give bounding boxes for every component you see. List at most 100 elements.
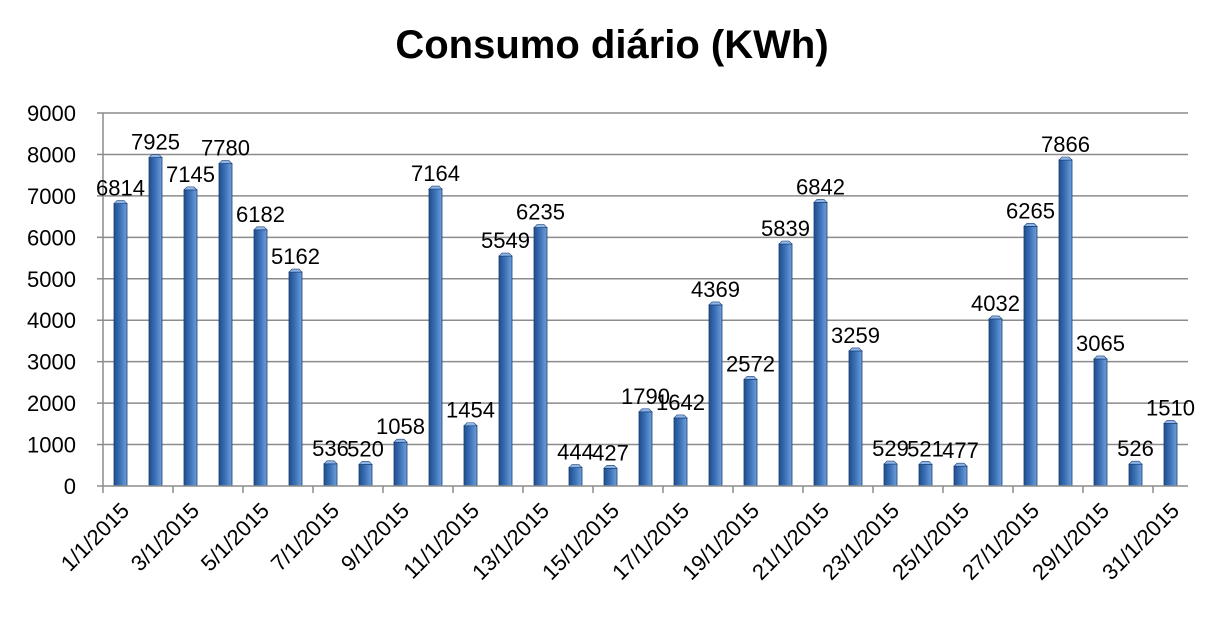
bar [1023, 225, 1038, 487]
y-tick-label: 4000 [27, 308, 76, 333]
bar-top [1128, 460, 1143, 465]
bar [113, 203, 128, 487]
data-label: 6814 [96, 176, 145, 201]
data-label: 6265 [1006, 198, 1055, 223]
y-tick-label: 6000 [27, 225, 76, 250]
data-label: 6842 [796, 174, 845, 199]
bar [533, 227, 548, 487]
data-label: 2572 [726, 351, 775, 376]
data-label: 7145 [166, 162, 215, 187]
bar [638, 411, 653, 487]
bar-top [288, 268, 303, 273]
data-label: 3259 [831, 323, 880, 348]
bar-top [323, 460, 338, 465]
x-tick-label: 3/1/2015 [126, 498, 204, 576]
data-label: 3065 [1076, 331, 1125, 356]
y-tick-label: 2000 [27, 391, 76, 416]
bar [918, 464, 933, 487]
bar [778, 243, 793, 487]
data-label: 521 [907, 436, 944, 461]
bar [358, 464, 373, 487]
data-label: 477 [942, 438, 979, 463]
bar [148, 157, 163, 487]
bar-top [358, 461, 373, 465]
data-label: 526 [1117, 436, 1154, 461]
bar-top [848, 347, 863, 352]
bar-top [708, 301, 723, 306]
bar [1163, 423, 1178, 487]
gridlines [103, 112, 1188, 446]
bar-top [988, 315, 1003, 320]
data-label: 444 [557, 440, 594, 465]
bar [463, 425, 478, 487]
bar-top [113, 200, 128, 204]
bar [953, 465, 968, 487]
y-tick-label: 3000 [27, 350, 76, 375]
x-tick-label: 31/1/2015 [1097, 498, 1184, 585]
bar [1093, 358, 1108, 487]
x-axis-tick-labels: 1/1/20153/1/20155/1/20157/1/20159/1/2015… [56, 498, 1184, 585]
y-tick-label: 1000 [27, 433, 76, 458]
data-label: 7866 [1041, 132, 1090, 157]
y-axis-tick-labels: 0 1000 2000 3000 4000 5000 6000 7000 8000 9000 [27, 101, 76, 499]
data-label: 7925 [131, 130, 180, 155]
data-label: 1642 [656, 390, 705, 415]
y-tick-label: 9000 [27, 101, 76, 126]
data-label: 1790 [621, 384, 670, 409]
bar-top [883, 460, 898, 465]
bar-top [673, 414, 688, 419]
y-tick-label: 5000 [27, 267, 76, 292]
x-tick-label: 5/1/2015 [196, 498, 274, 576]
data-label: 6182 [236, 202, 285, 227]
bar-top [148, 154, 163, 158]
data-label: 5549 [481, 228, 530, 253]
bar-top [533, 224, 548, 228]
bar-top [1058, 156, 1073, 161]
data-label: 1510 [1146, 395, 1195, 420]
chart-title: Consumo diário (KWh) [395, 23, 828, 67]
data-label: 427 [592, 440, 629, 465]
bar [323, 463, 338, 487]
bar-top [463, 422, 478, 427]
bar-top [813, 199, 828, 203]
bar [428, 188, 443, 487]
bar [498, 255, 513, 487]
bar [848, 350, 863, 487]
bar [288, 271, 303, 487]
bar-top [183, 186, 198, 191]
data-label: 1058 [376, 414, 425, 439]
bar-top [778, 240, 793, 245]
y-tick-label: 0 [64, 474, 76, 499]
bar [708, 304, 723, 487]
data-label: 5839 [761, 216, 810, 241]
bar-top [568, 464, 583, 468]
y-tick-label: 8000 [27, 142, 76, 167]
data-label: 1454 [446, 398, 495, 423]
bar-top [393, 438, 408, 443]
y-tick-label: 7000 [27, 184, 76, 209]
bar-top [428, 185, 443, 190]
bar-top [918, 461, 933, 465]
bar-top [1093, 355, 1108, 360]
data-label: 5162 [271, 244, 320, 269]
bar [253, 229, 268, 487]
data-label: 536 [312, 436, 349, 461]
x-tick-label: 1/1/2015 [56, 498, 134, 576]
data-label: 7780 [201, 136, 250, 161]
axes [97, 112, 1188, 493]
bar [568, 467, 583, 487]
data-label: 4032 [971, 291, 1020, 316]
bar [393, 441, 408, 487]
data-label: 4369 [691, 277, 740, 302]
bar [218, 163, 233, 487]
bar [883, 463, 898, 487]
bar-top [218, 160, 233, 164]
bar-top [253, 226, 268, 231]
bar-top [603, 465, 618, 469]
bar-top [953, 462, 968, 467]
bar [743, 379, 758, 487]
bar [183, 189, 198, 487]
bar-top [743, 376, 758, 380]
